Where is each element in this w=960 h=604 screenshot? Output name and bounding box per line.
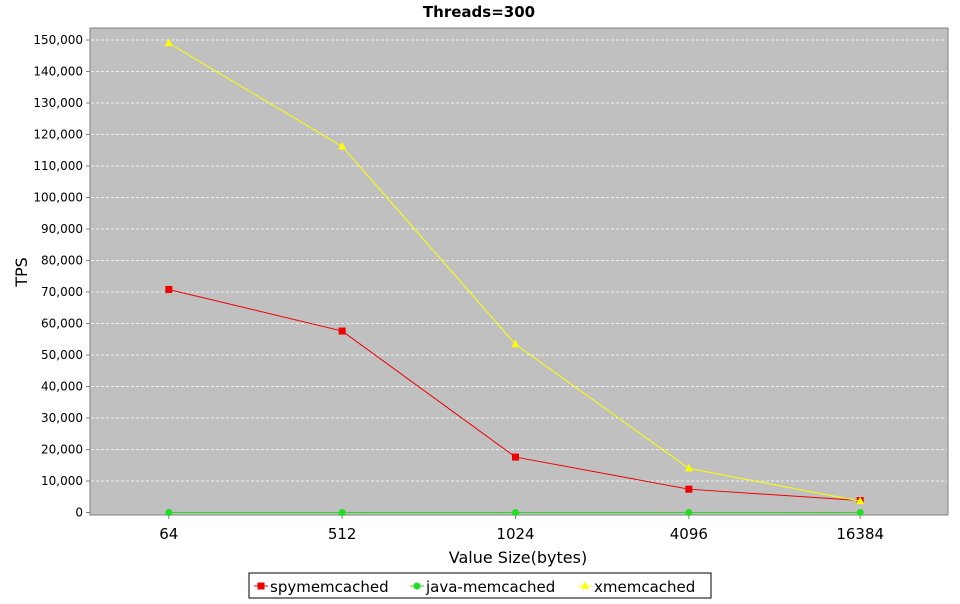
legend-label: spymemcached — [270, 578, 389, 596]
legend: spymemcached java-memcached xmemcached — [248, 572, 712, 599]
legend-box — [248, 572, 712, 599]
data-point — [164, 38, 173, 47]
series-java-memcached — [165, 509, 864, 516]
x-tick-label: 4096 — [670, 525, 708, 543]
x-axis-label: Value Size(bytes) — [449, 548, 587, 567]
y-tick-label: 0 — [75, 506, 83, 520]
x-tick-label: 16384 — [836, 525, 884, 543]
data-point — [338, 509, 346, 516]
y-tick-label: 100,000 — [33, 191, 83, 205]
y-tick-label: 140,000 — [33, 65, 83, 79]
legend-marker — [581, 581, 589, 589]
legend-item-xmemcached: xmemcached — [578, 578, 695, 596]
data-point — [511, 339, 520, 348]
series-xmemcached — [164, 38, 865, 505]
data-point — [684, 463, 693, 472]
y-tick-label: 110,000 — [33, 159, 83, 173]
y-tick-label: 80,000 — [41, 254, 83, 268]
x-tick-label: 64 — [159, 525, 178, 543]
x-axis: 64 512 1024 4096 16384 — [159, 515, 884, 543]
legend-item-spymemcached: spymemcached — [254, 578, 389, 596]
y-axis: 0 10,000 20,000 30,000 40,000 50,000 60,000 70,… — [33, 33, 90, 520]
legend-marker — [257, 582, 265, 590]
y-tick-label: 30,000 — [41, 411, 83, 425]
y-tick-label: 120,000 — [33, 128, 83, 142]
legend-label: xmemcached — [594, 578, 695, 596]
y-tick-label: 150,000 — [33, 33, 83, 47]
data-point — [685, 509, 693, 516]
data-point — [856, 496, 865, 505]
legend-label: java-memcached — [425, 578, 555, 596]
y-tick-label: 60,000 — [41, 317, 83, 331]
data-point — [856, 509, 864, 516]
y-tick-label: 90,000 — [41, 222, 83, 236]
data-point — [165, 509, 173, 516]
y-tick-label: 20,000 — [41, 443, 83, 457]
y-tick-label: 130,000 — [33, 96, 83, 110]
y-axis-label: TPS — [12, 257, 31, 288]
grid-lines — [91, 39, 947, 482]
data-point — [685, 485, 693, 493]
y-tick-label: 10,000 — [41, 474, 83, 488]
data-point — [338, 327, 346, 335]
data-point — [165, 285, 173, 293]
data-point — [512, 509, 519, 516]
x-tick-label: 1024 — [496, 525, 534, 543]
y-tick-label: 40,000 — [41, 380, 83, 394]
y-tick-label: 50,000 — [41, 348, 83, 362]
x-tick-label: 512 — [328, 525, 357, 543]
series-layer — [164, 38, 865, 516]
plot-area — [89, 27, 949, 516]
chart-title: Threads=300 — [423, 3, 535, 21]
data-point — [512, 453, 519, 461]
legend-item-java-memcached: java-memcached — [410, 578, 555, 596]
legend-marker — [413, 582, 421, 590]
y-tick-label: 70,000 — [41, 285, 83, 299]
data-point — [338, 141, 347, 150]
